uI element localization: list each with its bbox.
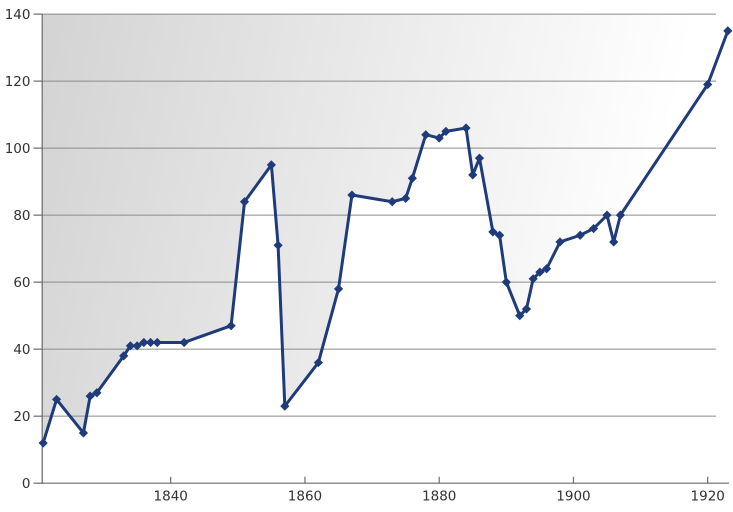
x-tick-label: 1900 (556, 489, 590, 505)
data-point-marker (501, 277, 511, 287)
x-tick-label: 1920 (691, 489, 725, 505)
data-point-marker (119, 351, 129, 361)
data-point-marker (38, 438, 48, 448)
data-point-marker (333, 284, 344, 294)
data-point-marker (51, 394, 62, 405)
area-under-curve (43, 30, 728, 484)
data-point-marker (468, 170, 478, 180)
data-point-marker (280, 401, 290, 411)
data-point-marker (179, 337, 189, 348)
x-tick-label: 1860 (288, 489, 322, 505)
data-point-marker (515, 311, 525, 321)
y-tick-label: 100 (5, 141, 31, 157)
data-point-marker (575, 230, 585, 240)
x-tick-label: 1880 (422, 489, 456, 505)
y-tick-label: 0 (22, 476, 31, 492)
data-point-marker (407, 173, 417, 183)
data-point-marker (85, 391, 95, 401)
data-point-marker (615, 210, 626, 220)
data-point-marker (266, 160, 276, 170)
data-point-marker (703, 79, 713, 90)
data-point-marker (528, 274, 538, 284)
data-point-marker (132, 341, 142, 351)
data-point-marker (139, 337, 149, 348)
data-point-marker (125, 341, 136, 351)
y-tick-label: 20 (13, 409, 30, 425)
data-point-marker (421, 130, 431, 140)
data-point-marker (588, 223, 599, 234)
data-point-marker (226, 321, 236, 331)
data-point-marker (152, 337, 162, 348)
y-tick-label: 60 (13, 275, 30, 291)
y-tick-label: 120 (5, 74, 31, 90)
data-point-marker (495, 230, 505, 240)
data-point-marker (347, 190, 357, 200)
data-point-marker (488, 227, 498, 237)
data-point-marker (461, 123, 471, 133)
data-point-marker (723, 26, 733, 36)
y-tick-label: 80 (13, 208, 30, 224)
x-tick-label: 1840 (154, 489, 188, 505)
data-point-marker (434, 133, 444, 143)
data-point-marker (273, 240, 283, 250)
y-tick-label: 40 (13, 342, 30, 358)
data-point-marker (78, 428, 89, 438)
data-point-marker (542, 264, 552, 274)
data-point-marker (239, 197, 250, 207)
data-point-marker (521, 304, 532, 314)
data-point-marker (145, 337, 156, 348)
data-point-marker (441, 126, 451, 136)
data-point-marker (555, 237, 565, 247)
data-point-marker (92, 388, 102, 398)
data-point-marker (474, 153, 485, 163)
y-tick-label: 140 (5, 7, 31, 23)
data-point-marker (387, 197, 397, 207)
data-point-marker (602, 210, 612, 220)
data-point-marker (535, 267, 545, 277)
data-point-marker (401, 193, 411, 203)
data-point-marker (313, 357, 323, 368)
data-point-marker (609, 237, 619, 247)
